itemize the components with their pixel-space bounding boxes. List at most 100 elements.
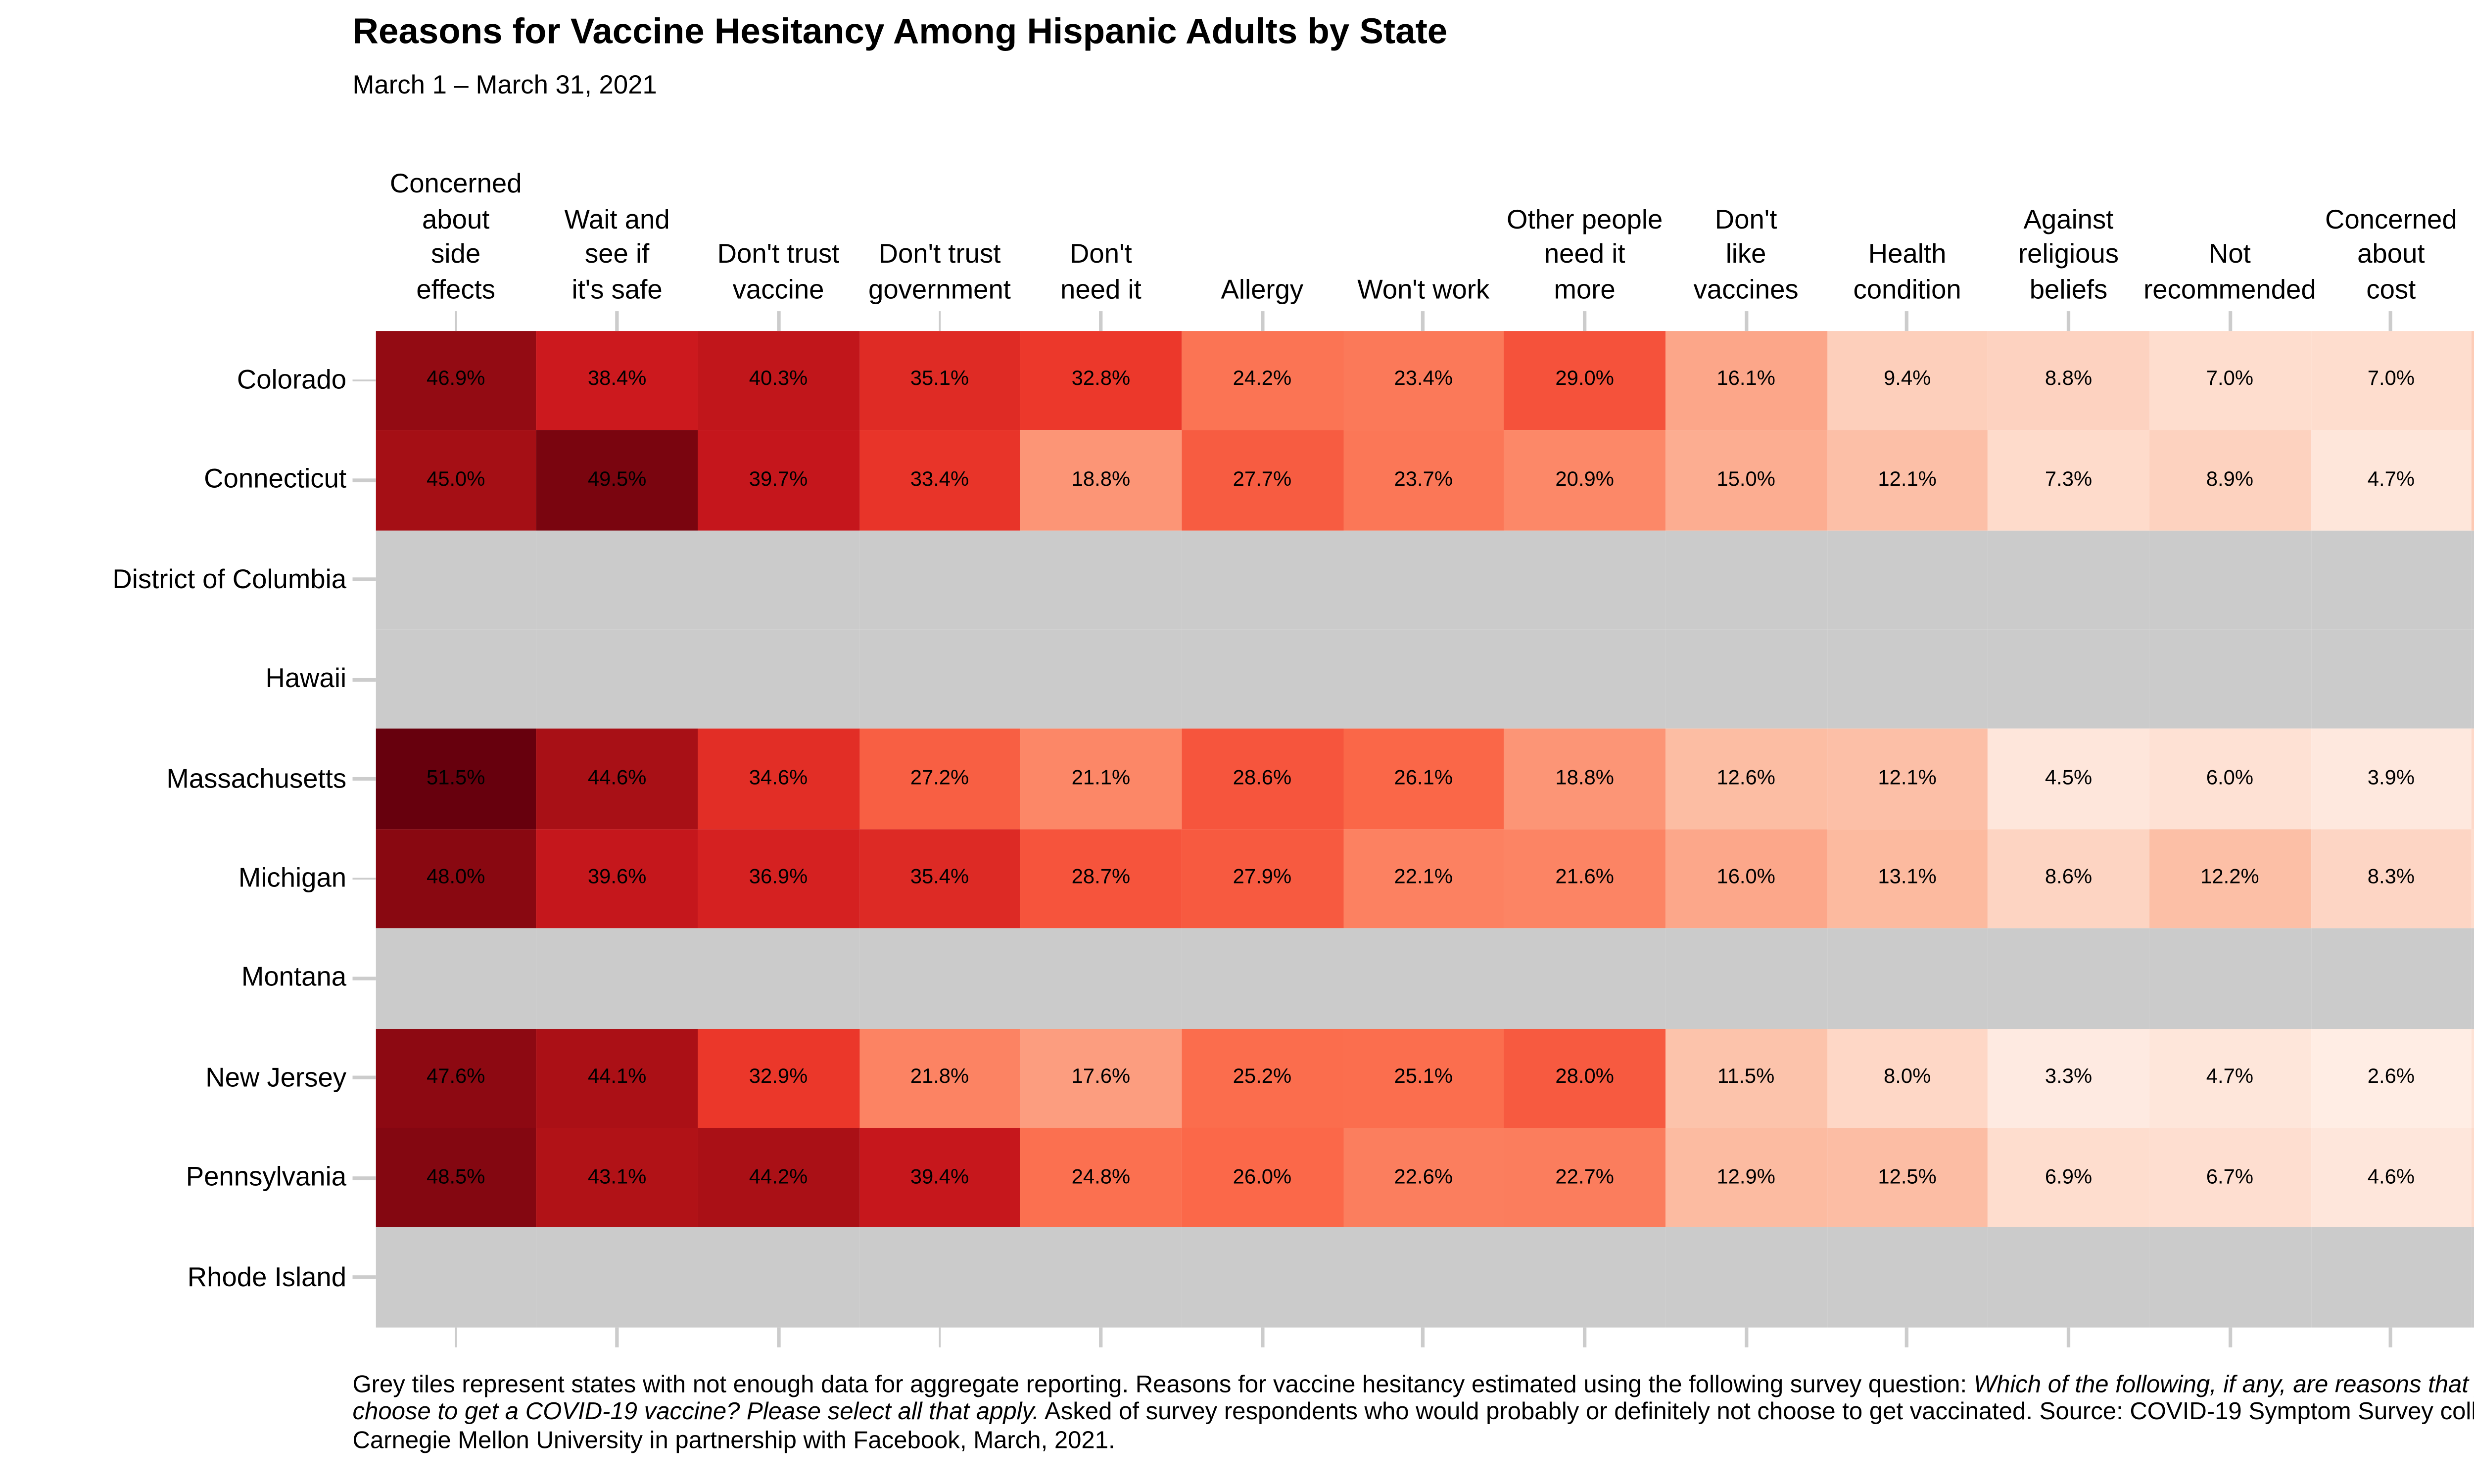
footnote-survey-question: Which of the following, if any, are reas… bbox=[352, 1370, 2474, 1426]
axis-tick bbox=[352, 678, 376, 681]
row-label: Montana bbox=[241, 963, 347, 994]
axis-tick bbox=[1099, 310, 1103, 330]
heatmap-cell: 46.9% bbox=[375, 330, 537, 430]
no-data-cell bbox=[375, 529, 537, 630]
axis-tick bbox=[352, 378, 376, 382]
heatmap-cell: 39.7% bbox=[698, 430, 859, 530]
no-data-cell bbox=[1826, 928, 1988, 1028]
no-data-cell bbox=[859, 928, 1020, 1028]
axis-tick bbox=[352, 1176, 376, 1180]
chart-footnote: Grey tiles represent states with not eno… bbox=[352, 1370, 2474, 1455]
no-data-cell bbox=[375, 629, 537, 729]
heatmap-cell: 8.6% bbox=[1988, 829, 2149, 929]
axis-tick bbox=[1744, 310, 1748, 330]
no-data-cell bbox=[1020, 1227, 1182, 1328]
no-data-cell bbox=[2310, 928, 2472, 1028]
heatmap-cell: 26.1% bbox=[1342, 729, 1504, 829]
heatmap-cell: 12.1% bbox=[1826, 729, 1988, 829]
heatmap-cell: 7.3% bbox=[1988, 430, 2149, 530]
heatmap-cell: 17.6% bbox=[1020, 1028, 1182, 1128]
heatmap-cell: 28.0% bbox=[1504, 1028, 1665, 1128]
heatmap-cell: 7.0% bbox=[2310, 330, 2472, 430]
heatmap-cell: 6.9% bbox=[1988, 1128, 2149, 1228]
heatmap-cell: 32.9% bbox=[698, 1028, 859, 1128]
heatmap-cell: 27.7% bbox=[1181, 430, 1343, 530]
heatmap-cell: 7.2% bbox=[2472, 829, 2474, 929]
axis-tick bbox=[1422, 310, 1426, 330]
axis-tick bbox=[352, 877, 376, 881]
axis-tick bbox=[1744, 1327, 1748, 1347]
column-headers: Concerned about side effects Wait and see… bbox=[375, 155, 2474, 308]
heatmap-cell: 40.3% bbox=[698, 330, 859, 430]
heatmap-cell: 13.1% bbox=[1826, 829, 1988, 929]
heatmap-cell: 29.0% bbox=[1504, 330, 1665, 430]
axis-tick bbox=[776, 1327, 780, 1347]
heatmap-cell: 27.9% bbox=[1181, 829, 1343, 929]
no-data-cell bbox=[1342, 529, 1504, 630]
heatmap-cell: 8.0% bbox=[1826, 1028, 1988, 1128]
heatmap-cell: 44.2% bbox=[698, 1128, 859, 1228]
no-data-cell bbox=[1988, 1227, 2149, 1328]
heatmap-cell: 22.1% bbox=[1342, 829, 1504, 929]
no-data-cell bbox=[698, 928, 859, 1028]
column-header: Don't trust vaccine bbox=[717, 239, 840, 305]
no-data-cell bbox=[1826, 629, 1988, 729]
heatmap-cell: 25.2% bbox=[1181, 1028, 1343, 1128]
heatmap-cell: 18.8% bbox=[1504, 729, 1665, 829]
no-data-cell bbox=[1181, 928, 1343, 1028]
footnote-source: Asked of survey respondents who would pr… bbox=[352, 1398, 2474, 1454]
heatmap-cell: 10.5% bbox=[2472, 430, 2474, 530]
heatmap-cell: 18.8% bbox=[1020, 430, 1182, 530]
no-data-cell bbox=[2310, 1227, 2472, 1328]
heatmap-cell: 15.0% bbox=[1665, 430, 1827, 530]
heatmap-cell: 26.0% bbox=[1181, 1128, 1343, 1228]
column-header: Wait and see if it's safe bbox=[564, 204, 670, 305]
axis-tick bbox=[1099, 1327, 1103, 1347]
axis-tick bbox=[352, 777, 376, 781]
heatmap-cell: 43.1% bbox=[536, 1128, 698, 1228]
no-data-cell bbox=[1988, 629, 2149, 729]
no-data-cell bbox=[1342, 1227, 1504, 1328]
no-data-cell bbox=[2149, 928, 2311, 1028]
axis-tick bbox=[352, 1276, 376, 1279]
column-header: Pregnancy bbox=[2454, 155, 2474, 308]
column-header: Concerned about cost bbox=[2325, 204, 2457, 305]
axis-tick bbox=[2389, 1327, 2393, 1347]
heatmap-cell: 8.8% bbox=[1988, 330, 2149, 430]
heatmap-cell: 48.5% bbox=[375, 1128, 537, 1228]
heatmap-cell: 27.2% bbox=[859, 729, 1020, 829]
heatmap-cell: 47.6% bbox=[375, 1028, 537, 1128]
heatmap-cell: 6.0% bbox=[2149, 729, 2311, 829]
heatmap-cell: 33.4% bbox=[859, 430, 1020, 530]
heatmap-cell: 39.4% bbox=[859, 1128, 1020, 1228]
heatmap-cell: 12.1% bbox=[1826, 430, 1988, 530]
no-data-cell bbox=[375, 1227, 537, 1328]
no-data-cell bbox=[1504, 928, 1665, 1028]
heatmap-cell: 38.4% bbox=[536, 330, 698, 430]
heatmap-grid: 46.9% 38.4% 40.3% 35.1% 32.8% 24.2% 23.4% 29.0%… bbox=[375, 330, 2474, 1328]
no-data-cell bbox=[1020, 629, 1182, 729]
heatmap-cell: 32.8% bbox=[1020, 330, 1182, 430]
heatmap-cell: 25.1% bbox=[1342, 1028, 1504, 1128]
no-data-cell bbox=[698, 529, 859, 630]
heatmap-cell: 23.7% bbox=[1342, 430, 1504, 530]
heatmap-cell: 6.7% bbox=[2149, 1128, 2311, 1228]
row-label: New Jersey bbox=[205, 1063, 347, 1094]
no-data-cell bbox=[698, 1227, 859, 1328]
no-data-cell bbox=[536, 629, 698, 729]
no-data-cell bbox=[1826, 529, 1988, 630]
axis-tick bbox=[352, 478, 376, 482]
no-data-cell bbox=[536, 529, 698, 630]
heatmap-cell: 12.6% bbox=[1665, 729, 1827, 829]
no-data-cell bbox=[1020, 529, 1182, 630]
no-data-cell bbox=[1988, 529, 2149, 630]
axis-tick bbox=[938, 310, 942, 330]
no-data-cell bbox=[859, 1227, 1020, 1328]
axis-tick bbox=[615, 1327, 619, 1347]
heatmap-cell: 9.4% bbox=[1826, 330, 1988, 430]
chart-subtitle: March 1 – March 31, 2021 bbox=[352, 72, 657, 101]
axis-tick bbox=[615, 310, 619, 330]
no-data-cell bbox=[1504, 629, 1665, 729]
chart-title: Reasons for Vaccine Hesitancy Among Hisp… bbox=[352, 12, 1448, 52]
